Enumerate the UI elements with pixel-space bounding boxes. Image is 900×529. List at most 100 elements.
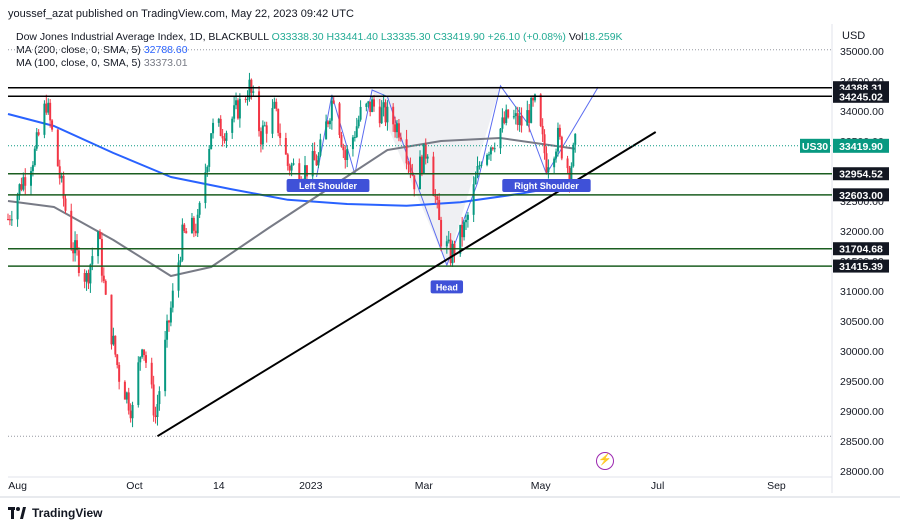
ohlc-values: O33338.30 H33441.40 L33335.30 C33419.90 …: [271, 31, 566, 43]
candle-body: [35, 132, 38, 149]
candle-body: [445, 241, 448, 247]
candle-body: [476, 166, 479, 178]
candle-body: [466, 214, 469, 220]
candle-body: [20, 184, 23, 190]
y-tick-label: 32000.00: [840, 226, 884, 238]
candle-body: [553, 158, 556, 168]
pattern-label: Head: [436, 282, 458, 292]
candle-body: [31, 165, 34, 172]
candle-body: [137, 362, 140, 405]
candle-body: [369, 101, 372, 112]
candle-body: [181, 224, 184, 261]
head-shoulders-pattern-line[interactable]: [316, 84, 599, 267]
candle-body: [208, 148, 211, 167]
candle-body: [422, 143, 425, 174]
candle-body: [499, 128, 502, 149]
indicator-value: 32788.60: [143, 44, 188, 56]
candle-body: [574, 133, 577, 145]
candle-body: [558, 127, 561, 137]
candle-body: [461, 224, 464, 238]
candle-body: [179, 260, 182, 263]
trendline[interactable]: [156, 131, 657, 438]
footer-brand-text: TradingView: [32, 506, 103, 520]
candle-body: [432, 156, 435, 196]
candle-body: [22, 177, 25, 190]
candle-body: [150, 362, 153, 385]
level-price-label: 34245.02: [839, 91, 883, 103]
last-price-label: 33419.90: [839, 141, 883, 153]
candle-body: [434, 195, 437, 197]
candle-body: [177, 262, 180, 291]
candle-body: [102, 275, 105, 281]
last-price-badge: [833, 138, 889, 153]
candle-body: [357, 119, 360, 127]
candle-body: [225, 132, 228, 141]
lightning-icon[interactable]: ⚡: [596, 452, 614, 470]
tradingview-logo-icon: [8, 507, 26, 519]
candle-body: [194, 230, 197, 234]
candle-body: [236, 100, 239, 119]
indicator-row-ma100[interactable]: MA (100, close, 0, SMA, 5) 33373.01: [16, 57, 623, 70]
candle-body: [110, 294, 113, 345]
candle-body: [359, 106, 362, 120]
candle-body: [541, 125, 544, 135]
y-tick-label: 30000.00: [840, 346, 884, 358]
candle-body: [311, 151, 314, 177]
candle-body: [438, 199, 441, 220]
candle-body: [330, 100, 333, 121]
y-tick-label: 28000.00: [840, 466, 884, 478]
candle-body: [154, 415, 157, 418]
pattern-label: Right Shoulder: [514, 181, 579, 191]
candle-body: [273, 101, 276, 109]
candle-body: [56, 129, 59, 167]
volume-label: Vol: [568, 31, 584, 43]
candle-body: [367, 101, 370, 104]
candle-body: [516, 113, 519, 125]
candle-body: [507, 109, 510, 118]
candle-body: [384, 102, 387, 123]
candle-body: [171, 290, 174, 308]
candle-body: [397, 123, 400, 138]
candle-body: [87, 273, 90, 284]
candle-body: [129, 410, 132, 419]
candle-body: [8, 219, 11, 221]
candle-body: [319, 139, 322, 156]
candle-body: [447, 239, 450, 242]
y-tick-label: 31000.00: [840, 286, 884, 298]
candle-body: [371, 99, 374, 112]
candle-body: [118, 365, 121, 382]
candle-body: [284, 138, 287, 155]
y-tick-label: 35000.00: [840, 46, 884, 58]
candle-body: [298, 163, 301, 183]
indicator-row-ma200[interactable]: MA (200, close, 0, SMA, 5) 32788.60: [16, 44, 623, 57]
candle-body: [217, 118, 220, 123]
candle-body: [198, 202, 201, 215]
candle-body: [547, 167, 550, 173]
candle-body: [18, 184, 21, 196]
chart-legend: Dow Jones Industrial Average Index, 1D, …: [16, 31, 623, 70]
candle-body: [505, 109, 508, 123]
candle-body: [424, 143, 427, 159]
candle-body: [533, 94, 536, 101]
candle-body: [141, 349, 144, 357]
candle-body: [258, 91, 261, 132]
candle-body: [353, 137, 356, 139]
candle-body: [97, 231, 100, 257]
candle-body: [83, 272, 86, 282]
candle-body: [478, 165, 481, 167]
candle-body: [342, 146, 345, 151]
candle-body: [47, 102, 50, 113]
pattern-label-badge: [286, 179, 370, 192]
candle-body: [532, 97, 535, 101]
candle-body: [526, 110, 529, 126]
candle-body: [351, 137, 354, 150]
candle-body: [212, 122, 215, 134]
ma200-line[interactable]: [7, 113, 576, 207]
candle-body: [340, 134, 343, 147]
candle-body: [98, 231, 101, 240]
candle-body: [543, 134, 546, 154]
candle-body: [327, 121, 330, 125]
candle-body: [405, 139, 408, 164]
ma100-line[interactable]: [7, 137, 576, 277]
